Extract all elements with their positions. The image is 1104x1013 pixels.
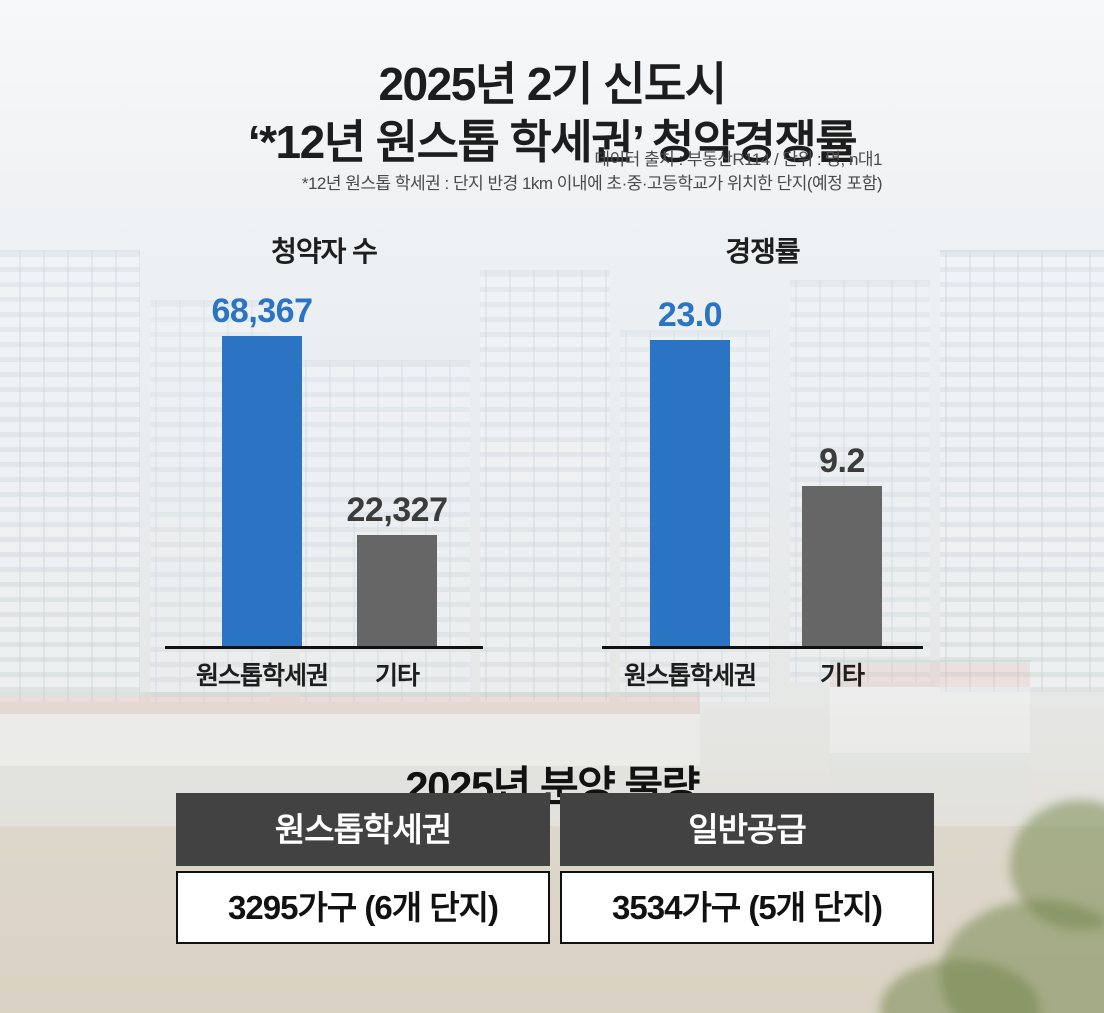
- bg-apartment-tower: [940, 250, 1104, 692]
- data-source-line: 데이터 출처 : 부동산R114 / 단위 : 명, n대1: [594, 150, 882, 169]
- bar-subscribers-other: [357, 535, 437, 646]
- chart-subscriber-count: 청약자 수 68,367 22,327 원스톱학세권 기타: [165, 230, 483, 700]
- page-title: 2025년 2기 신도시 ‘*12년 원스톱 학세권’ 청약경쟁률: [0, 55, 1104, 172]
- chart-competition-rate: 경쟁률 23.0 9.2 원스톱학세권 기타: [602, 230, 923, 700]
- category-label: 기타: [819, 662, 865, 690]
- x-axis-line: [602, 646, 923, 649]
- bar-value-label: 23.0: [657, 296, 723, 334]
- bar-subscribers-onestop: [222, 336, 302, 646]
- bar-value-label: 22,327: [346, 491, 449, 529]
- category-label: 원스톱학세권: [195, 662, 329, 690]
- chart-title-competition: 경쟁률: [725, 236, 800, 267]
- bg-apartment-tower: [0, 250, 140, 702]
- page-title-line1: 2025년 2기 신도시: [378, 57, 727, 110]
- supply-header-onestop: 원스톱학세권: [176, 793, 550, 866]
- supply-column-onestop: 원스톱학세권 3295가구 (6개 단지): [176, 793, 550, 944]
- bg-school-building: [0, 692, 700, 813]
- supply-header-general: 일반공급: [560, 793, 934, 866]
- bg-school-building: [830, 660, 1030, 813]
- supply-table: 원스톱학세권 3295가구 (6개 단지) 일반공급 3534가구 (5개 단지…: [176, 793, 934, 944]
- footnote-line: *12년 원스톱 학세권 : 단지 반경 1km 이내에 초·중·고등학교가 위…: [301, 174, 883, 194]
- bar-value-label: 68,367: [211, 292, 314, 330]
- supply-value-onestop: 3295가구 (6개 단지): [176, 871, 550, 944]
- bar-value-label: 9.2: [819, 442, 865, 480]
- page-title-line2: ‘*12년 원스톱 학세권’ 청약경쟁률: [247, 116, 858, 169]
- category-label: 기타: [374, 662, 420, 690]
- bar-competition-other: [802, 486, 882, 646]
- category-label: 원스톱학세권: [623, 662, 757, 690]
- supply-value-general: 3534가구 (5개 단지): [560, 871, 934, 944]
- bg-apartment-tower: [480, 270, 610, 702]
- bar-competition-onestop: [650, 340, 730, 646]
- supply-column-general: 일반공급 3534가구 (5개 단지): [560, 793, 934, 944]
- chart-title-subscribers: 청약자 수: [271, 236, 378, 267]
- data-source-note: 데이터 출처 : 부동산R114 / 단위 : 명, n대1 *12년 원스톱 …: [301, 148, 883, 196]
- x-axis-line: [165, 646, 483, 649]
